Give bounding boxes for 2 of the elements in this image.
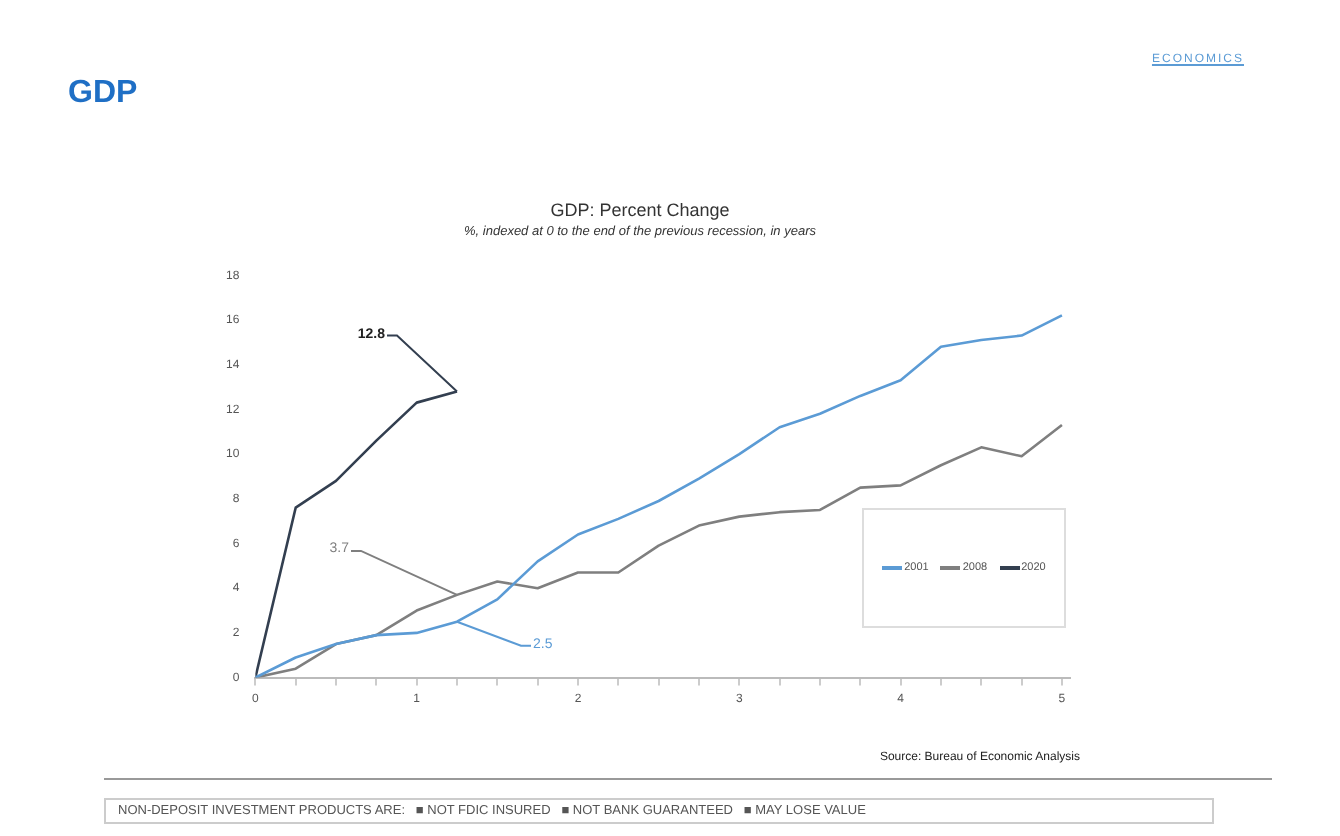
chart-title: GDP: Percent Change [550,199,730,220]
text: GDP [68,76,138,112]
